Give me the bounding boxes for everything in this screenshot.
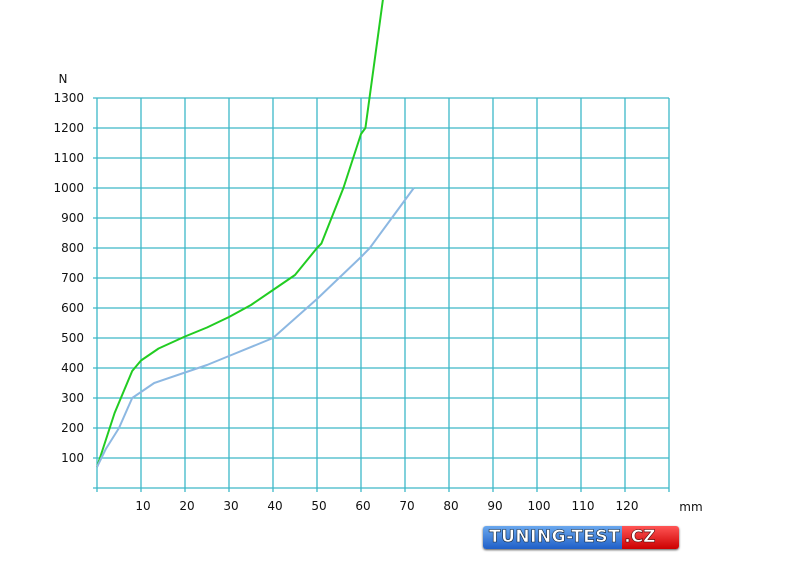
y-tick-label: 900 — [61, 211, 84, 225]
y-tick-label: 200 — [61, 421, 84, 435]
x-tick-label: 60 — [355, 499, 370, 513]
x-tick-label: 10 — [135, 499, 150, 513]
x-tick-label: 50 — [311, 499, 326, 513]
x-tick-label: 20 — [179, 499, 194, 513]
y-tick-label: 700 — [61, 271, 84, 285]
y-axis-label: N — [59, 72, 68, 86]
logo-suffix: .CZ — [622, 526, 679, 549]
y-tick-label: 500 — [61, 331, 84, 345]
x-tick-label: 80 — [443, 499, 458, 513]
series-line-2 — [96, 187, 415, 468]
y-tick-label: 400 — [61, 361, 84, 375]
y-tick-label: 1200 — [53, 121, 84, 135]
y-tick-label: 100 — [61, 451, 84, 465]
x-tick-label: 70 — [399, 499, 414, 513]
tuning-test-logo[interactable]: TUNING-TEST .CZ — [483, 526, 679, 549]
y-tick-label: 800 — [61, 241, 84, 255]
x-tick-label: 30 — [223, 499, 238, 513]
series-line-1 — [96, 0, 384, 468]
y-tick-label: 1000 — [53, 181, 84, 195]
y-tick-label: 1300 — [53, 91, 84, 105]
x-tick-label: 110 — [572, 499, 595, 513]
y-tick-label: 1100 — [53, 151, 84, 165]
x-tick-label: 120 — [616, 499, 639, 513]
logo-main: TUNING-TEST — [483, 526, 623, 549]
y-tick-label: 300 — [61, 391, 84, 405]
x-axis-label: mm — [679, 500, 702, 514]
x-tick-label: 40 — [267, 499, 282, 513]
x-tick-label: 100 — [528, 499, 551, 513]
y-tick-label: 600 — [61, 301, 84, 315]
x-tick-label: 90 — [487, 499, 502, 513]
